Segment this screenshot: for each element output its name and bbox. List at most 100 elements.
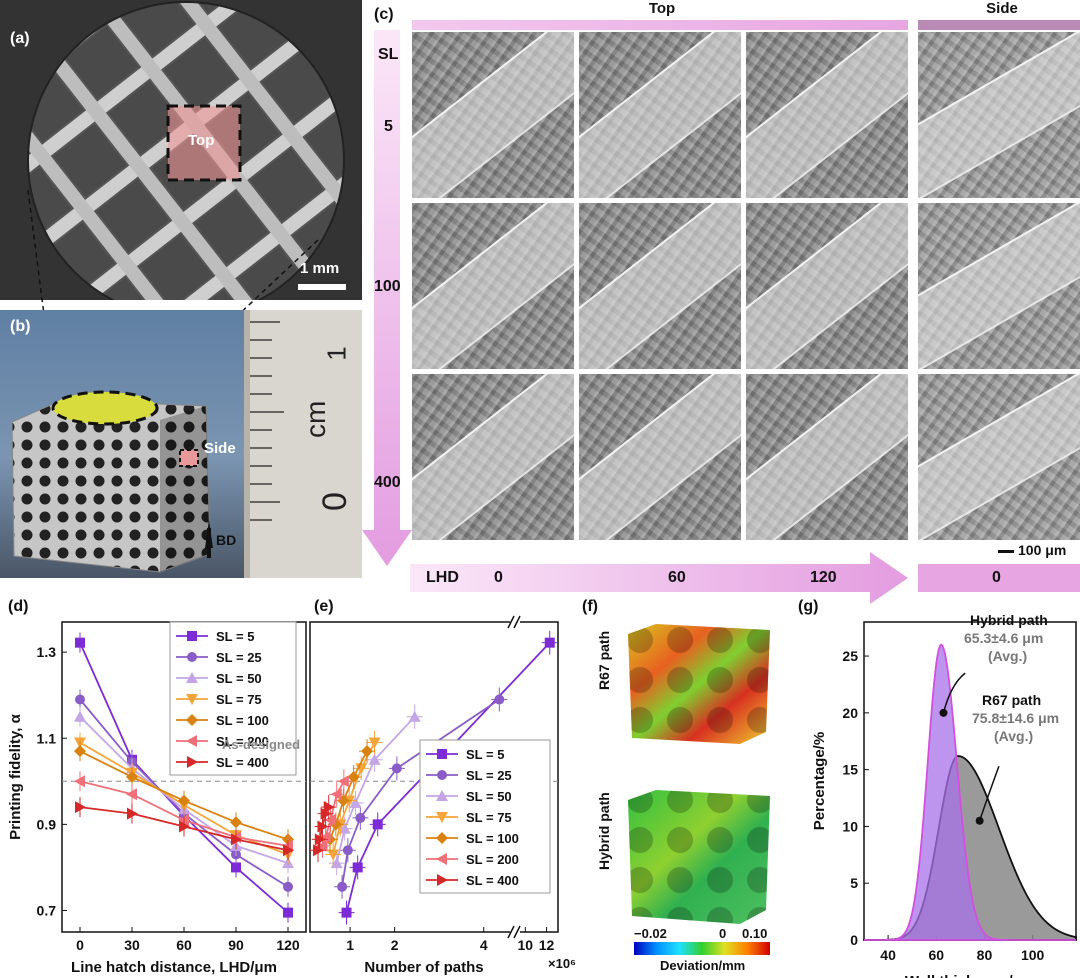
panel-c-label: (c) (374, 6, 394, 23)
x-tick-label: 80 (977, 947, 993, 963)
y-tick-label: 0 (850, 932, 858, 948)
lhd-value-120: 120 (810, 569, 837, 586)
data-point (178, 794, 190, 807)
panel-g-label: (g) (798, 598, 819, 615)
legend-marker (186, 714, 198, 726)
x-tick-label: 120 (276, 937, 300, 953)
x-axis-label: Line hatch distance, LHD/μm (71, 959, 277, 976)
sem-image (746, 374, 908, 540)
data-point (323, 801, 335, 814)
data-point (319, 831, 331, 844)
sl-value-400: 400 (374, 474, 401, 491)
ruler-unit: cm (300, 400, 331, 438)
panel-b: (b) Side BD 1 cm 0 (0, 310, 362, 578)
panel-f-label: (f) (582, 598, 598, 615)
axis-break-mark (513, 925, 521, 939)
y-tick-label: 15 (842, 762, 858, 778)
chart-g: 40 60 80 100 0 5 10 15 20 25 Wall thickness/μm Perc… (811, 621, 1077, 978)
plot-frame (309, 621, 559, 933)
sem-image (918, 32, 1080, 198)
y-tick-label: 1.1 (37, 730, 57, 746)
panel-d-label: (d) (8, 598, 29, 615)
data-point (127, 807, 138, 820)
data-point (337, 775, 349, 788)
data-point (283, 907, 293, 918)
side-region-box (179, 449, 199, 467)
lattice-cube-photo (11, 310, 362, 578)
legend-marker (186, 694, 198, 705)
x-axis-label: Number of paths (364, 959, 483, 976)
data-point (544, 637, 555, 648)
sem-image (746, 32, 908, 198)
x-tick-label: 12 (539, 937, 555, 953)
colorbar (634, 942, 770, 955)
scale-label: 1 mm (300, 260, 340, 277)
x-tick-label: 60 (176, 937, 192, 953)
data-point (230, 816, 242, 829)
legend-label: SL = 50 (466, 789, 512, 804)
data-point (391, 763, 402, 774)
legend-marker (186, 672, 198, 683)
x-axis-label: Wall thickness/μm (905, 973, 1035, 978)
legend-marker (186, 735, 197, 747)
hybrid-value: 65.3±4.6 μm (964, 630, 1044, 646)
panel-b-label: (b) (10, 318, 31, 335)
legend-label: SL = 100 (216, 713, 269, 728)
hybrid-avg: (Avg.) (988, 648, 1028, 664)
lhd-arrow (410, 552, 908, 604)
top-surface-ellipse (51, 390, 159, 426)
legend-label: SL = 25 (466, 768, 512, 783)
r67-title: R67 path (982, 692, 1042, 708)
data-point (231, 862, 241, 873)
legend-label: SL = 5 (466, 747, 504, 762)
x-tick-label: 4 (480, 937, 488, 953)
top-header-bar (412, 20, 908, 30)
chart-d: 0 30 60 90 120 0.7 0.9 1.1 1.3 Line hatch distanc… (7, 621, 307, 976)
cbar-max: 0.10 (742, 926, 768, 941)
deviation-maps (628, 624, 770, 924)
data-point (352, 862, 363, 873)
data-point (313, 844, 325, 857)
data-point (126, 788, 137, 801)
data-point (355, 763, 368, 775)
side-lhd-bar (918, 564, 1080, 592)
legend-marker (437, 874, 448, 886)
data-point (74, 775, 85, 788)
y-tick-label: 10 (842, 818, 858, 834)
data-point (368, 737, 381, 749)
x-tick-label: 90 (228, 937, 244, 953)
sem-image (918, 374, 1080, 540)
x-tick-label: 0 (76, 937, 84, 953)
legend-marker (187, 756, 198, 768)
axis-break-mark (507, 615, 515, 629)
axis-break-mark (507, 925, 515, 939)
legend-label: SL = 75 (466, 810, 512, 825)
data-point (320, 807, 332, 820)
data-point (408, 710, 421, 722)
data-point (75, 694, 85, 705)
y-tick-label: 0.9 (37, 816, 57, 832)
lhd-value-0: 0 (494, 569, 503, 586)
data-point (179, 820, 190, 833)
scale-label-100: 100 μm (1018, 542, 1067, 558)
legend-label: SL = 75 (216, 692, 262, 707)
data-point (361, 745, 374, 758)
legend-marker (436, 790, 448, 801)
r67-value: 75.8±14.6 μm (972, 710, 1060, 726)
y-axis-label: Percentage/% (811, 732, 828, 830)
legend-label: SL = 200 (216, 734, 269, 749)
legend-marker (436, 832, 448, 844)
x-tick-label: 40 (880, 947, 896, 963)
data-point (75, 801, 86, 814)
x-tick-label: 1 (346, 937, 354, 953)
legend-label: SL = 400 (466, 873, 519, 888)
panel-a-label: (a) (10, 30, 30, 47)
x-tick-label: 2 (391, 937, 399, 953)
exponent-label: ×10⁶ (548, 956, 577, 971)
hybrid-distribution (864, 643, 1076, 941)
legend-marker (436, 853, 447, 865)
x-tick-label: 60 (928, 947, 944, 963)
r67-mean-dot (975, 816, 984, 825)
data-point (349, 796, 362, 808)
